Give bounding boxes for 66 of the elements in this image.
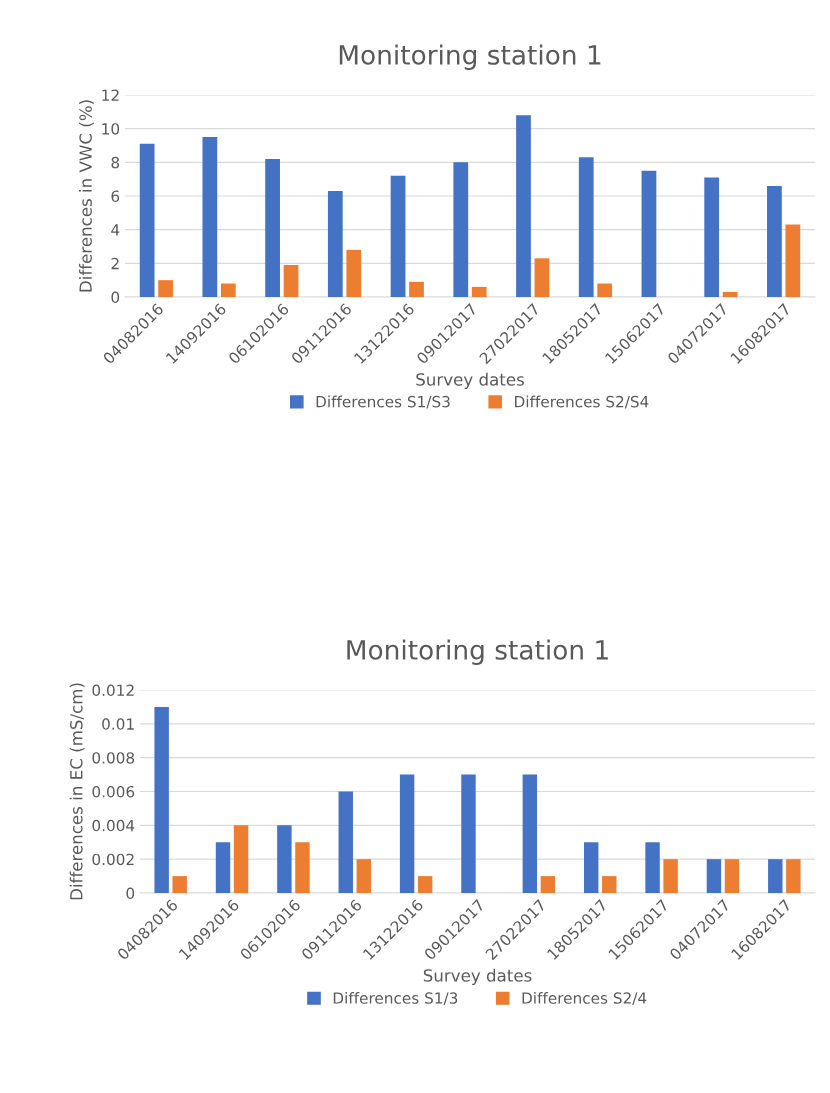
bar — [283, 265, 299, 297]
bar — [583, 842, 599, 893]
y-tick-label: 2 — [111, 257, 119, 270]
bar — [597, 283, 613, 297]
x-axis-title: Survey dates — [423, 968, 532, 985]
bar — [578, 157, 594, 297]
bar — [390, 175, 406, 297]
bar — [233, 825, 249, 893]
bar — [220, 283, 236, 297]
bar — [172, 876, 187, 893]
bar — [522, 774, 538, 893]
legend-label: Differences S2/4 — [522, 992, 647, 1006]
y-tick-label: 0.012 — [92, 684, 134, 697]
bar — [277, 825, 292, 893]
bar — [461, 774, 476, 893]
y-tick-label: 12 — [102, 89, 119, 101]
bar — [645, 842, 660, 893]
y-tick-label: 0.008 — [92, 752, 135, 764]
bar — [602, 876, 617, 893]
bar — [409, 281, 424, 297]
bar — [534, 258, 550, 297]
bar — [338, 791, 353, 893]
y-tick-label: 0.002 — [92, 853, 134, 866]
bar — [706, 859, 722, 893]
bar — [722, 291, 738, 297]
y-tick-label: 0.004 — [92, 819, 135, 832]
bar — [417, 876, 433, 893]
bar — [471, 286, 487, 297]
bar — [158, 280, 173, 297]
bar — [516, 115, 531, 297]
y-tick-label: 0 — [126, 887, 135, 900]
bar — [295, 842, 310, 893]
bar — [327, 190, 343, 297]
y-tick-label: 10 — [102, 123, 120, 135]
bar — [540, 876, 556, 893]
bar — [641, 170, 657, 297]
y-tick-label: 0.01 — [102, 718, 134, 730]
y-axis-title: Differences in VWC (%) — [79, 100, 94, 292]
y-tick-label: 4 — [111, 224, 120, 236]
bar — [786, 859, 801, 893]
bar — [265, 158, 280, 297]
x-axis-title: Survey dates — [416, 372, 524, 389]
bar — [202, 137, 218, 297]
bar — [399, 774, 415, 893]
y-tick-label: 0 — [111, 291, 120, 304]
bar — [215, 842, 231, 893]
bar — [704, 177, 720, 297]
y-tick-label: 8 — [111, 156, 120, 169]
bar — [768, 859, 783, 893]
y-tick-label: 0.006 — [92, 785, 135, 798]
y-axis-title: Differences in EC (mS/cm) — [69, 683, 85, 900]
bar — [724, 859, 740, 893]
bar — [346, 249, 362, 297]
bar — [139, 143, 155, 297]
y-tick-label: 6 — [111, 190, 120, 203]
chart-title: Monitoring station 1 — [347, 639, 608, 665]
bar — [767, 185, 782, 297]
bar — [453, 162, 469, 297]
chart-title: Monitoring station 1 — [339, 44, 601, 70]
bar — [663, 859, 678, 893]
legend-label: Differences S1/3 — [333, 992, 458, 1006]
bar — [356, 859, 372, 893]
bar — [785, 224, 801, 297]
bar — [154, 706, 169, 893]
legend-label: Differences S1/S3 — [316, 395, 450, 409]
legend-label: Differences S2/S4 — [515, 395, 649, 409]
